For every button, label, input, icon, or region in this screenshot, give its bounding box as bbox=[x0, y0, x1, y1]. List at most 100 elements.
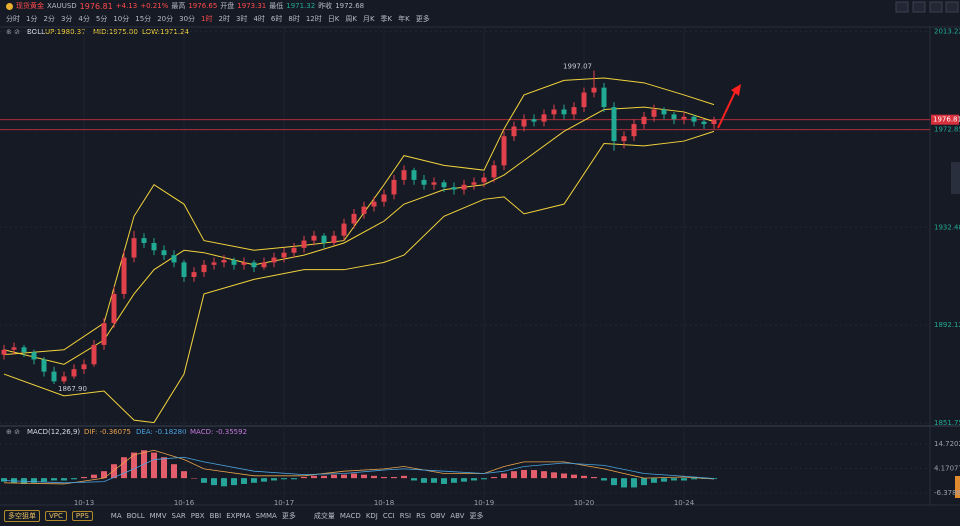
candle-body bbox=[521, 119, 527, 127]
symbol-code[interactable]: XAUUSD bbox=[47, 2, 77, 10]
macd-bar bbox=[511, 471, 517, 479]
timeframe-button[interactable]: 4时 bbox=[253, 14, 265, 23]
stat-value: 1973.31 bbox=[237, 2, 267, 10]
sub-indicator[interactable]: RS bbox=[416, 511, 426, 520]
macd-bar bbox=[111, 464, 117, 479]
timeframe-button[interactable]: 日K bbox=[327, 14, 340, 23]
macd-bar bbox=[261, 478, 267, 482]
x-tick-label: 10-17 bbox=[274, 499, 294, 507]
sub-indicator[interactable]: OBV bbox=[430, 511, 446, 520]
main-indicator[interactable]: PBX bbox=[190, 511, 205, 520]
main-indicator[interactable]: MA bbox=[110, 511, 122, 520]
candle-body bbox=[491, 165, 497, 178]
tool-icon[interactable] bbox=[895, 1, 909, 13]
symbol-name[interactable]: 现货黄金 bbox=[16, 2, 44, 10]
timeframe-button[interactable]: 20分 bbox=[157, 14, 174, 23]
macd-bar bbox=[331, 474, 337, 479]
timeframe-button[interactable]: 1时 bbox=[201, 14, 213, 23]
candle-body bbox=[171, 255, 177, 263]
timeframe-button[interactable]: 12时 bbox=[305, 14, 322, 23]
sub-indicator[interactable]: 成交量 bbox=[313, 511, 335, 520]
timeframe-button[interactable]: 10分 bbox=[113, 14, 130, 23]
macd-bar bbox=[521, 470, 527, 479]
timeframe-button[interactable]: 5分 bbox=[95, 14, 108, 23]
timeframe-button[interactable]: 3时 bbox=[235, 14, 248, 23]
y-tick-label: 14.72022 bbox=[934, 440, 960, 448]
macd-bar bbox=[451, 478, 457, 483]
macd-bar bbox=[501, 473, 507, 479]
macd-bar bbox=[91, 474, 97, 479]
macd-bar bbox=[191, 478, 197, 479]
timeframe-button[interactable]: 2分 bbox=[43, 14, 55, 23]
side-handle[interactable] bbox=[951, 162, 960, 194]
timeframe-button[interactable]: 季K bbox=[380, 14, 393, 23]
main-indicator[interactable]: BOLL bbox=[126, 511, 145, 520]
timeframe-button[interactable]: 30分 bbox=[179, 14, 196, 23]
timeframe-button[interactable]: 2时 bbox=[218, 14, 230, 23]
candle-body bbox=[311, 235, 317, 241]
sub-indicator[interactable]: KDJ bbox=[365, 511, 378, 520]
macd-bar bbox=[421, 478, 427, 483]
timeframe-button[interactable]: 分时 bbox=[6, 14, 20, 23]
timeframe-button[interactable]: 15分 bbox=[135, 14, 152, 23]
timeframe-button[interactable]: 6时 bbox=[270, 14, 283, 23]
y-tick-label: 1972.85 bbox=[934, 125, 960, 133]
main-indicator[interactable]: SMMA bbox=[255, 511, 277, 520]
macd-bar bbox=[631, 478, 637, 488]
sub-indicator[interactable]: 更多 bbox=[469, 511, 484, 520]
boll-mid: MID:1975.80 bbox=[93, 28, 138, 36]
main-indicator[interactable]: BBI bbox=[209, 511, 222, 520]
timeframe-button[interactable]: 年K bbox=[398, 14, 410, 23]
macd-bar bbox=[361, 474, 367, 479]
candle-body bbox=[261, 262, 267, 268]
main-indicator[interactable]: 更多 bbox=[281, 511, 296, 520]
macd-bar bbox=[271, 478, 277, 481]
timeframe-button[interactable]: 1分 bbox=[26, 14, 38, 23]
tool-icon[interactable] bbox=[912, 1, 926, 13]
change-pct: +0.21% bbox=[140, 2, 169, 10]
candle-body bbox=[571, 107, 577, 115]
candle-body bbox=[581, 92, 587, 108]
main-indicator[interactable]: MMV bbox=[149, 511, 167, 520]
candle-body bbox=[241, 262, 247, 265]
tool-icon[interactable] bbox=[945, 1, 959, 13]
indicator-icons[interactable]: ⊕ ⊘ bbox=[6, 28, 20, 36]
annotation-arrowhead bbox=[731, 84, 741, 96]
candle-body bbox=[201, 264, 207, 273]
macd-bar bbox=[411, 478, 417, 481]
indicator-bar: 多空狙单 VPC PPS MA BOLL MMV SAR PBX BBI EXPMA SMMA 更多 成… bbox=[0, 509, 483, 522]
main-indicator[interactable]: EXPMA bbox=[226, 511, 251, 520]
sub-indicator[interactable]: RSI bbox=[399, 511, 412, 520]
macd-bar bbox=[401, 475, 407, 479]
timeframe-button[interactable]: 4分 bbox=[78, 14, 90, 23]
macd-bar bbox=[71, 478, 77, 480]
last-price: 1976.81 bbox=[79, 1, 113, 11]
sub-indicator[interactable]: ABV bbox=[450, 511, 465, 520]
candle-body bbox=[671, 114, 677, 120]
timeframe-button[interactable]: 月K bbox=[362, 14, 375, 23]
macd-bar bbox=[221, 478, 227, 487]
macd-bar bbox=[551, 472, 557, 479]
x-tick-label: 10-16 bbox=[174, 499, 195, 507]
tool-icon[interactable] bbox=[929, 1, 943, 13]
sub-indicator[interactable]: MACD bbox=[339, 511, 361, 520]
macd-dif: DIF: -0.36075 bbox=[84, 428, 131, 436]
tool-button[interactable]: PPS bbox=[71, 510, 93, 521]
timeframe-button[interactable]: 周K bbox=[345, 14, 357, 23]
macd-bar bbox=[351, 473, 357, 479]
tool-button[interactable]: 多空狙单 bbox=[4, 509, 40, 522]
change: +4.13 bbox=[115, 2, 138, 10]
timeframe-button[interactable]: 3分 bbox=[60, 14, 73, 23]
timeframe-button[interactable]: 8时 bbox=[288, 14, 300, 23]
tool-button[interactable]: VPC bbox=[45, 510, 67, 521]
macd-bar bbox=[491, 476, 497, 479]
timeframe-button[interactable]: 更多 bbox=[415, 14, 430, 23]
stat-label: 昨收 bbox=[318, 2, 333, 10]
stat-value: 1971.32 bbox=[286, 2, 316, 10]
main-indicator[interactable]: SAR bbox=[171, 511, 186, 520]
candle-body bbox=[631, 124, 637, 137]
sub-indicator[interactable]: CCI bbox=[382, 511, 395, 520]
candle-body bbox=[501, 136, 507, 166]
macd-bar bbox=[671, 478, 677, 481]
indicator-icons[interactable]: ⊕ ⊘ bbox=[6, 428, 20, 436]
